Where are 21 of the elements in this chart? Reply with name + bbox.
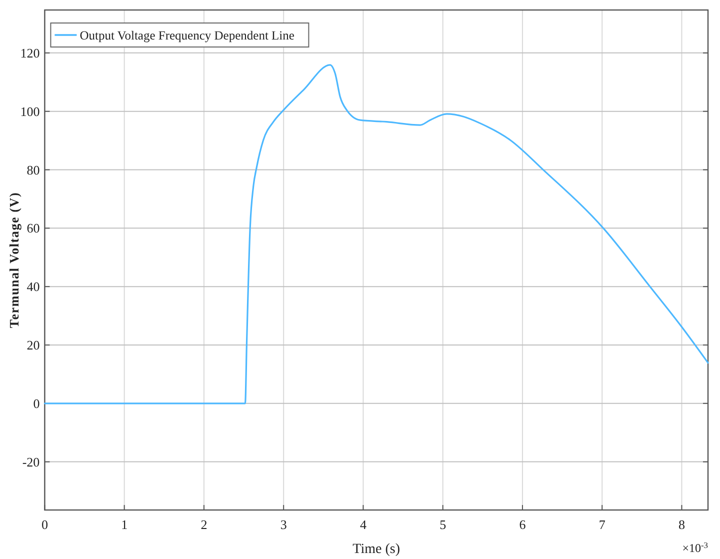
x-tick-label: 7 [598,517,606,532]
y-tick-label: 40 [26,279,40,294]
y-axis-title: Termunal Voltage (V) [6,192,22,328]
text: ×10$^{-3}$ [682,540,708,555]
x-tick-label: 1 [121,517,128,532]
y-tick-label: 120 [20,45,40,60]
x-tick-label: 8 [678,517,685,532]
y-tick-label: 60 [26,220,40,236]
y-tick-label: 80 [26,162,40,178]
y-tick-label: -20 [22,454,40,470]
y-tick-label: 0 [33,396,40,411]
x-tick-label: 2 [200,517,208,532]
x-tick-label: 4 [360,517,367,532]
line-series [44,64,709,404]
legend-label: Output Voltage Frequency Dependent Line [80,28,295,42]
x-tick-label: 6 [519,517,526,532]
x-tick-label: 5 [440,517,446,532]
y-tick-label: 100 [20,104,40,119]
x-axis-title: Time (s) [352,542,400,557]
y-tick-label: 20 [26,337,40,352]
x-tick-label: 3 [280,517,287,532]
